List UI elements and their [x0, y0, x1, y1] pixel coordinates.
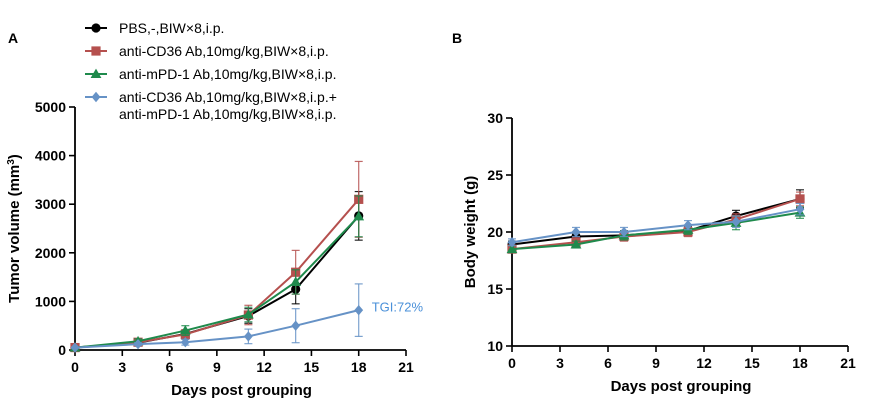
- x-tick-label: 18: [792, 355, 808, 371]
- data-point: [242, 309, 254, 319]
- x-tick-label: 3: [118, 359, 126, 375]
- series-4: [507, 202, 805, 248]
- y-tick-label: 4000: [35, 148, 66, 164]
- series-line: [511, 197, 801, 246]
- y-axis-title-text: Body weight (g): [462, 176, 479, 289]
- legend-marker: [91, 46, 101, 56]
- series-line: [74, 309, 359, 349]
- series-1: [70, 190, 364, 353]
- y-axis-title-text: Tumor volume (mm: [6, 165, 23, 303]
- legend-item: PBS,-,BIW×8,i.p.: [85, 20, 224, 36]
- y-axis-title-close: ): [6, 154, 23, 159]
- panel-label: A: [8, 30, 18, 46]
- y-axis-title-superscript: 3: [6, 159, 17, 165]
- y-tick-label: 20: [487, 224, 503, 240]
- x-tick-label: 15: [304, 359, 320, 375]
- x-tick-label: 12: [256, 359, 272, 375]
- y-axis-title: Body weight (g): [462, 176, 479, 289]
- x-tick-label: 0: [508, 355, 516, 371]
- series-2: [507, 191, 805, 254]
- data-point: [70, 342, 80, 353]
- data-point: [795, 204, 805, 215]
- x-tick-label: 6: [166, 359, 174, 375]
- data-point: [243, 331, 253, 342]
- series-3: [506, 206, 806, 254]
- data-point: [683, 219, 693, 231]
- data-point: [571, 226, 581, 238]
- series-line: [511, 211, 801, 251]
- y-tick-label: 2000: [35, 245, 66, 261]
- legend-marker: [91, 91, 101, 103]
- legend-label: PBS,-,BIW×8,i.p.: [119, 20, 224, 36]
- data-point: [570, 239, 582, 249]
- y-tick-label: 3000: [35, 196, 66, 212]
- data-point: [180, 337, 190, 348]
- series-line: [511, 197, 801, 251]
- legend-label-line2: anti-mPD-1 Ab,10mg/kg,BIW×8,i.p.: [119, 106, 336, 122]
- data-point: [290, 276, 302, 286]
- x-axis-title: Days post grouping: [611, 378, 752, 395]
- data-point: [179, 325, 191, 335]
- legend-item: anti-CD36 Ab,10mg/kg,BIW×8,i.p.: [85, 43, 329, 59]
- data-point: [354, 304, 364, 316]
- series-line: [511, 208, 801, 244]
- x-tick-label: 21: [398, 359, 414, 375]
- legend-item: anti-CD36 Ab,10mg/kg,BIW×8,i.p.+anti-mPD…: [85, 89, 337, 122]
- x-tick-label: 0: [71, 359, 79, 375]
- series-3: [69, 195, 365, 352]
- series-line: [74, 215, 360, 349]
- series-line: [74, 198, 360, 349]
- x-tick-label: 9: [652, 355, 660, 371]
- legend-label: anti-CD36 Ab,10mg/kg,BIW×8,i.p.+: [119, 89, 337, 105]
- legend-marker: [91, 23, 101, 33]
- series-4: [70, 283, 364, 353]
- x-tick-label: 3: [556, 355, 564, 371]
- tgi-annotation: TGI:72%: [372, 300, 424, 315]
- legend-label: anti-CD36 Ab,10mg/kg,BIW×8,i.p.: [119, 43, 329, 59]
- y-tick-label: 30: [487, 110, 503, 126]
- panel-label: B: [452, 30, 462, 46]
- x-tick-label: 15: [744, 355, 760, 371]
- y-axis-title: Tumor volume (mm3): [6, 154, 24, 303]
- legend: PBS,-,BIW×8,i.p. anti-CD36 Ab,10mg/kg,BIW…: [85, 20, 337, 122]
- data-point: [133, 338, 143, 350]
- x-tick-label: 18: [351, 359, 367, 375]
- legend-label: anti-mPD-1 Ab,10mg/kg,BIW×8,i.p.: [119, 66, 336, 82]
- series-line: [74, 215, 360, 349]
- y-tick-label: 1000: [35, 293, 66, 309]
- x-axis-title: Days post grouping: [171, 382, 312, 399]
- data-point: [619, 226, 629, 238]
- data-point: [507, 237, 517, 248]
- panel-b: B 0 3 6 9 12 15 18 21 10 15 20 25 30 Days post groupin…: [452, 30, 856, 395]
- data-point: [506, 243, 518, 254]
- x-tick-label: 6: [604, 355, 612, 371]
- y-tick-label: 15: [487, 281, 503, 297]
- legend-item: anti-mPD-1 Ab,10mg/kg,BIW×8,i.p.: [85, 66, 336, 82]
- legend-marker: [90, 68, 102, 78]
- y-tick-label: 0: [58, 342, 66, 358]
- y-tick-label: 25: [487, 167, 503, 183]
- y-tick-label: 5000: [35, 99, 66, 115]
- x-tick-label: 9: [213, 359, 221, 375]
- x-tick-label: 12: [696, 355, 712, 371]
- data-point: [731, 216, 741, 227]
- data-point: [353, 210, 365, 221]
- panel-a: A 0 3 6 9 12 15 18 21 0 1000 2000 3000 4000 5000 Days p…: [6, 20, 424, 399]
- data-point: [795, 194, 805, 204]
- data-point: [291, 320, 301, 331]
- x-tick-label: 21: [840, 355, 856, 371]
- y-tick-label: 10: [487, 338, 503, 354]
